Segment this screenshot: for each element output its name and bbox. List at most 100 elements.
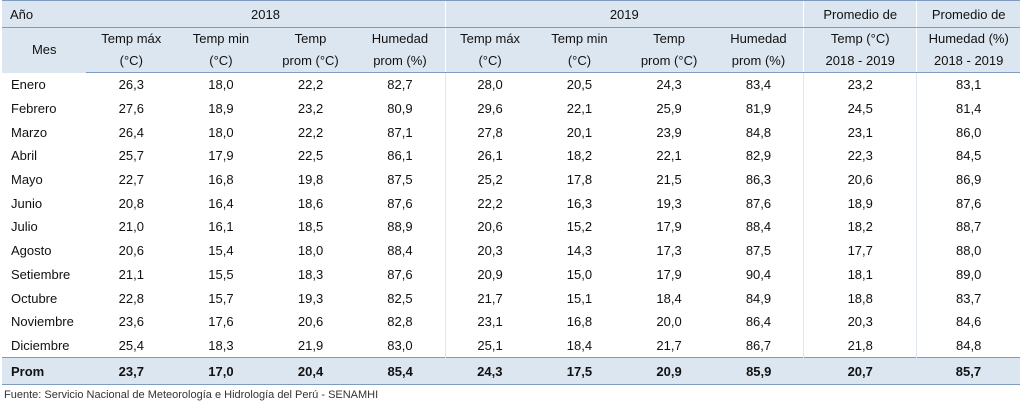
value-cell: 20,6 (444, 215, 535, 239)
prom-hum-header-mid: Humedad (%) (916, 27, 1020, 50)
value-cell: 17,9 (656, 219, 682, 235)
value-cell: 25,7 (118, 148, 144, 164)
source-note: Fuente: Servicio Nacional de Meteorologí… (4, 389, 379, 402)
value-cell: 21,1 (118, 266, 144, 282)
value-cell: 84,9 (745, 290, 772, 306)
month-cell: Noviembre (11, 314, 74, 330)
month-cell: Marzo (11, 124, 48, 140)
table-row: Agosto 20,6 15,4 18,0 88,4 20,3 14,3 17,3 87,5 17… (2, 238, 1020, 263)
value-cell: 18,2 (566, 148, 593, 164)
table-row: Abril 25,7 17,9 22,5 86,1 26,1 18,2 22,1 82,9 22,… (2, 144, 1020, 168)
value-cell: 16,8 (566, 314, 593, 330)
value-cell: 86,3 (745, 172, 772, 188)
value-cell: 82,5 (387, 290, 413, 306)
value-cell: 80,9 (387, 101, 413, 117)
value-cell: 28,0 (444, 72, 535, 97)
month-cell: Octubre (11, 290, 58, 306)
month-cell: Setiembre (11, 266, 71, 282)
value-cell: 18,2 (803, 215, 917, 239)
value-cell: 82,9 (745, 148, 772, 164)
value-cell: 21,7 (656, 337, 682, 353)
value-cell: 16,3 (566, 195, 593, 211)
value-cell: 26,1 (444, 144, 535, 168)
footer-value-cell: 85,7 (916, 357, 1020, 386)
col-header-top: Humedad (713, 27, 804, 50)
value-cell: 18,9 (803, 191, 917, 216)
value-cell: 16,8 (208, 172, 234, 188)
footer-value-cell: 20,9 (624, 357, 714, 386)
value-cell: 20,8 (118, 195, 144, 211)
value-cell: 21,7 (444, 286, 535, 310)
table-row: Febrero 27,6 18,9 23,2 80,9 29,6 22,1 25,9 81,9 2… (2, 96, 1020, 121)
header-row-sub2: (°C) (°C) prom (°C) prom (%) (°C) (°C) p… (2, 50, 1020, 73)
footer-value-cell: 20,7 (803, 357, 917, 386)
value-cell: 25,2 (444, 167, 535, 192)
value-cell: 86,9 (916, 167, 1020, 192)
value-cell: 14,3 (566, 243, 593, 259)
month-cell: Febrero (11, 101, 57, 117)
value-cell: 25,4 (118, 337, 144, 353)
climate-table-wrapper: Año 2018 2019 Promedio de Promedio de Me… (2, 0, 1020, 401)
value-cell: 17,6 (208, 314, 234, 330)
value-cell: 22,2 (444, 191, 535, 216)
value-cell: 24,5 (803, 96, 917, 121)
value-cell: 20,9 (444, 262, 535, 287)
value-cell: 26,4 (118, 124, 144, 140)
value-cell: 17,3 (656, 243, 682, 259)
col-header-top: Temp (265, 27, 356, 50)
footer-value-cell: 17,5 (534, 357, 625, 386)
value-cell: 22,5 (297, 148, 324, 164)
col-header-top: Temp máx (86, 27, 177, 50)
col-header-bottom: (°C) (444, 50, 535, 73)
value-cell: 21,5 (656, 172, 682, 188)
month-cell: Enero (11, 77, 46, 93)
value-cell: 86,0 (916, 120, 1020, 145)
value-cell: 20,5 (566, 77, 593, 93)
col-header-top: Temp min (534, 27, 625, 50)
value-cell: 82,8 (387, 314, 413, 330)
value-cell: 81,9 (745, 101, 772, 117)
value-cell: 18,0 (297, 243, 324, 259)
footer-row-average: Prom 23,7 17,0 20,4 85,4 24,3 17,5 20,9 85,9 20,… (2, 357, 1020, 386)
footer-value-cell: 23,7 (86, 357, 177, 386)
value-cell: 23,6 (118, 314, 144, 330)
value-cell: 87,5 (387, 172, 413, 188)
value-cell: 25,1 (444, 333, 535, 358)
table-footer: Prom 23,7 17,0 20,4 85,4 24,3 17,5 20,9 85,9 20,… (2, 357, 1020, 386)
prom-temp-header-top: Promedio de (803, 0, 917, 28)
value-cell: 18,9 (208, 101, 234, 117)
month-cell: Agosto (11, 243, 52, 259)
value-cell: 26,3 (118, 77, 144, 93)
value-cell: 22,1 (566, 101, 593, 117)
month-cell: Mayo (11, 172, 43, 188)
month-cell: Junio (11, 195, 43, 211)
table-row: Diciembre 25,4 18,3 21,9 83,0 25,1 18,4 21,7 86,… (2, 333, 1020, 358)
value-cell: 22,1 (656, 148, 682, 164)
value-cell: 88,0 (916, 238, 1020, 263)
value-cell: 84,8 (916, 333, 1020, 358)
col-header-bottom: prom (%) (355, 50, 446, 73)
value-cell: 18,6 (297, 195, 324, 211)
value-cell: 20,6 (118, 243, 144, 259)
value-cell: 87,6 (387, 195, 413, 211)
value-cell: 22,7 (118, 172, 144, 188)
footer-label: Prom (2, 357, 87, 386)
value-cell: 18,4 (566, 337, 593, 353)
value-cell: 17,8 (566, 172, 593, 188)
header-row-year: Año 2018 2019 Promedio de Promedio de (2, 0, 1020, 28)
value-cell: 88,4 (387, 243, 413, 259)
value-cell: 19,3 (656, 195, 682, 211)
col-header-top: Temp (624, 27, 714, 50)
value-cell: 83,4 (745, 77, 772, 93)
value-cell: 29,6 (444, 96, 535, 121)
table-body: Enero 26,3 18,0 22,2 82,7 28,0 20,5 24,3 83,4 23,… (2, 72, 1020, 358)
value-cell: 18,1 (803, 262, 917, 287)
value-cell: 90,4 (745, 266, 772, 282)
col-header-top: Humedad (355, 27, 446, 50)
value-cell: 83,0 (387, 337, 413, 353)
value-cell: 82,7 (387, 77, 413, 93)
value-cell: 88,9 (387, 219, 413, 235)
value-cell: 21,8 (803, 333, 917, 358)
value-cell: 21,9 (297, 337, 324, 353)
value-cell: 15,1 (566, 290, 593, 306)
